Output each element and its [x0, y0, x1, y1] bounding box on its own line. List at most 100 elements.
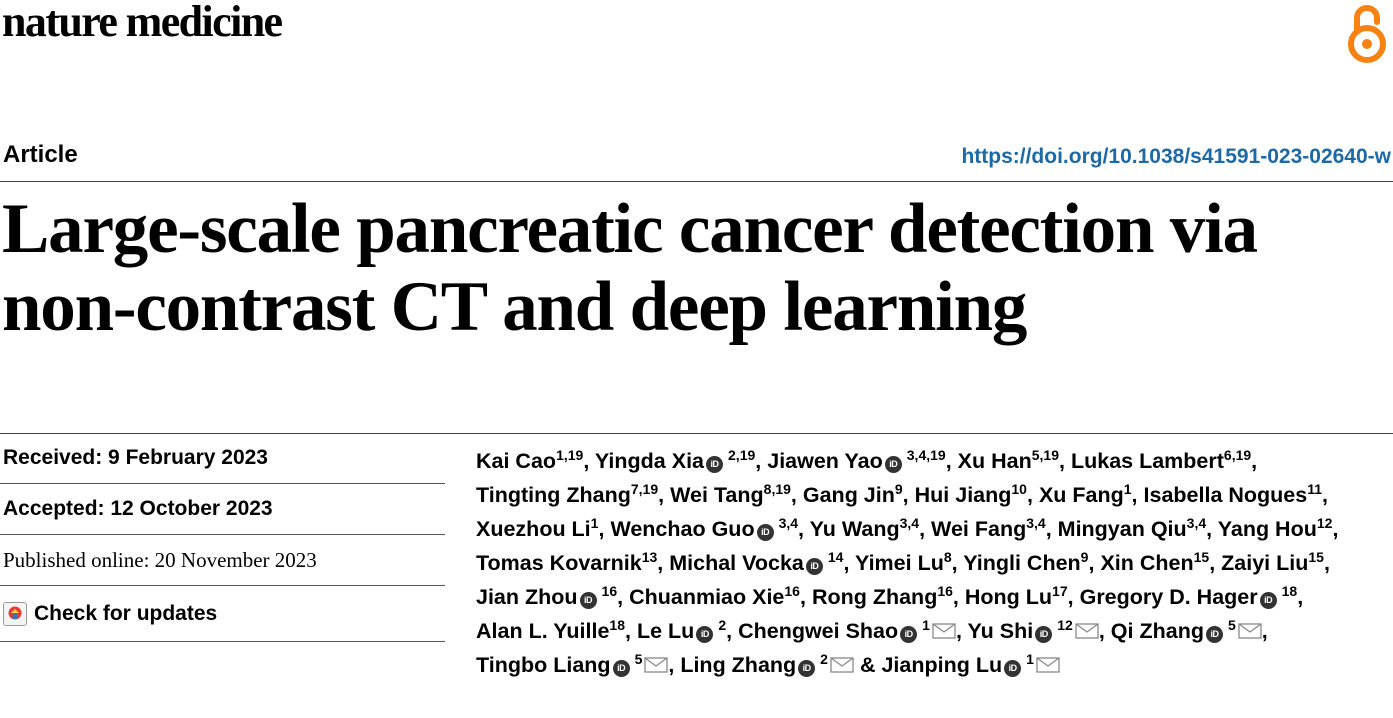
orcid-icon[interactable]: iD: [706, 456, 724, 473]
author-name[interactable]: Tingting Zhang: [476, 483, 631, 507]
author[interactable]: Yingli Chen9,: [963, 550, 1094, 575]
author[interactable]: Gregory D. Hager iD18,: [1079, 584, 1303, 609]
author[interactable]: Xuezhou Li1,: [476, 516, 605, 541]
author[interactable]: Yimei Lu8,: [855, 550, 958, 575]
author-separator: ,: [902, 483, 909, 507]
check-for-updates-button[interactable]: Check for updates: [0, 586, 445, 642]
author-name[interactable]: Hong Lu: [964, 585, 1053, 609]
author-name[interactable]: Le Lu: [636, 619, 695, 643]
author-name[interactable]: Xuezhou Li: [476, 517, 591, 541]
author[interactable]: Xu Han5,19,: [957, 448, 1065, 473]
author-name[interactable]: Yu Shi: [967, 619, 1034, 643]
author-name[interactable]: Tomas Kovarnik: [476, 551, 642, 575]
author[interactable]: Chuanmiao Xie16,: [629, 584, 806, 609]
author-name[interactable]: Tingbo Liang: [476, 653, 611, 677]
author-name[interactable]: Ling Zhang: [680, 653, 797, 677]
author[interactable]: Gang Jin9,: [802, 481, 909, 507]
author[interactable]: Alan L. Yuille18,: [476, 618, 631, 643]
author[interactable]: Ling Zhang iD2 &: [680, 652, 875, 677]
affiliation-marker: 9: [894, 481, 903, 497]
author-name[interactable]: Isabella Nogues: [1143, 483, 1308, 507]
author[interactable]: Qi Zhang iD5,: [1110, 618, 1268, 643]
orcid-icon[interactable]: iD: [1259, 592, 1277, 609]
author[interactable]: Tomas Kovarnik13,: [476, 550, 663, 575]
author-name[interactable]: Yu Wang: [809, 517, 900, 541]
author-name[interactable]: Yang Hou: [1217, 517, 1317, 541]
author-name[interactable]: Jianping Lu: [881, 653, 1003, 677]
author[interactable]: Tingting Zhang7,19,: [476, 482, 664, 507]
author[interactable]: Jiawen Yao iD3,4,19,: [767, 448, 952, 473]
orcid-icon[interactable]: iD: [1004, 660, 1022, 677]
orcid-icon[interactable]: iD: [612, 660, 630, 677]
author[interactable]: Hui Jiang10,: [914, 482, 1033, 507]
author[interactable]: Le Lu iD2,: [636, 618, 732, 643]
author-name[interactable]: Jian Zhou: [476, 585, 578, 609]
author-name[interactable]: Chuanmiao Xie: [629, 585, 785, 609]
author-name[interactable]: Jiawen Yao: [767, 449, 883, 473]
author-name[interactable]: Alan L. Yuille: [476, 619, 610, 643]
orcid-icon[interactable]: iD: [756, 524, 774, 541]
author[interactable]: Chengwei Shao iD1,: [738, 618, 962, 643]
author[interactable]: Xin Chen15,: [1100, 550, 1215, 575]
author-name[interactable]: Wenchao Guo: [610, 517, 755, 541]
author-name[interactable]: Xu Han: [957, 449, 1032, 473]
author[interactable]: Tingbo Liang iD5,: [476, 652, 674, 677]
mail-icon[interactable]: [644, 649, 669, 673]
open-access-lock-icon[interactable]: [1345, 2, 1389, 66]
mail-icon[interactable]: [932, 615, 956, 639]
author[interactable]: Lukas Lambert6,19,: [1070, 448, 1257, 473]
author[interactable]: Wei Tang8,19,: [670, 482, 797, 507]
author-name[interactable]: Yingda Xia: [594, 449, 705, 473]
author[interactable]: Jianping Lu iD1: [881, 652, 1060, 677]
author-name[interactable]: Xu Fang: [1038, 483, 1124, 507]
author-name[interactable]: Kai Cao: [476, 449, 557, 473]
author[interactable]: Wenchao Guo iD3,4,: [610, 516, 804, 541]
author[interactable]: Jian Zhou iD16,: [476, 584, 623, 609]
author-name[interactable]: Yingli Chen: [963, 551, 1081, 575]
author-name[interactable]: Mingyan Qiu: [1057, 517, 1187, 541]
orcid-icon[interactable]: iD: [1205, 626, 1223, 643]
mail-icon[interactable]: [1036, 649, 1060, 673]
orcid-icon[interactable]: iD: [884, 456, 902, 473]
author[interactable]: Yu Shi iD12,: [967, 618, 1105, 643]
author-separator: ,: [598, 517, 605, 541]
author-name[interactable]: Lukas Lambert: [1070, 449, 1224, 473]
doi-link[interactable]: https://doi.org/10.1038/s41591-023-02640…: [961, 145, 1391, 168]
author-name[interactable]: Chengwei Shao: [738, 619, 899, 643]
author-name[interactable]: Hui Jiang: [914, 483, 1012, 507]
author[interactable]: Rong Zhang16,: [811, 584, 959, 609]
author-name[interactable]: Yimei Lu: [855, 551, 944, 575]
journal-name[interactable]: nature medicine: [2, 0, 283, 46]
author[interactable]: Hong Lu17,: [964, 583, 1074, 609]
author[interactable]: Mingyan Qiu3,4,: [1057, 516, 1212, 541]
mail-icon[interactable]: [1075, 615, 1099, 639]
mail-icon[interactable]: [830, 649, 854, 673]
author-name[interactable]: Rong Zhang: [811, 585, 938, 609]
author-list: Kai Cao1,19, Yingda Xia iD2,19, Jiawen Ya…: [476, 444, 1381, 682]
author[interactable]: Michal Vocka iD14,: [669, 550, 849, 575]
orcid-icon[interactable]: iD: [1035, 626, 1053, 643]
mail-icon[interactable]: [1238, 615, 1262, 639]
author[interactable]: Yu Wang3,4,: [809, 516, 925, 541]
orcid-icon[interactable]: iD: [579, 592, 597, 609]
author[interactable]: Isabella Nogues11,: [1143, 482, 1329, 507]
affiliation-marker: 17: [1052, 583, 1068, 599]
orcid-icon[interactable]: iD: [696, 626, 714, 643]
author[interactable]: Wei Fang3,4,: [931, 516, 1052, 541]
orcid-icon[interactable]: iD: [900, 626, 918, 643]
author[interactable]: Xu Fang1,: [1038, 482, 1138, 507]
author[interactable]: Kai Cao1,19,: [476, 448, 589, 473]
author-name[interactable]: Wei Tang: [670, 483, 764, 507]
author-name[interactable]: Wei Fang: [931, 517, 1027, 541]
author[interactable]: Yang Hou12,: [1217, 516, 1339, 541]
author-name[interactable]: Xin Chen: [1100, 551, 1194, 575]
author[interactable]: Yingda Xia iD2,19,: [594, 448, 761, 473]
author-name[interactable]: Michal Vocka: [669, 551, 804, 575]
author-name[interactable]: Qi Zhang: [1110, 619, 1204, 643]
author[interactable]: Zaiyi Liu15,: [1221, 550, 1330, 575]
author-name[interactable]: Gregory D. Hager: [1079, 585, 1258, 609]
author-name[interactable]: Zaiyi Liu: [1221, 551, 1309, 575]
orcid-icon[interactable]: iD: [798, 660, 816, 677]
author-name[interactable]: Gang Jin: [802, 483, 895, 507]
orcid-icon[interactable]: iD: [805, 558, 823, 575]
